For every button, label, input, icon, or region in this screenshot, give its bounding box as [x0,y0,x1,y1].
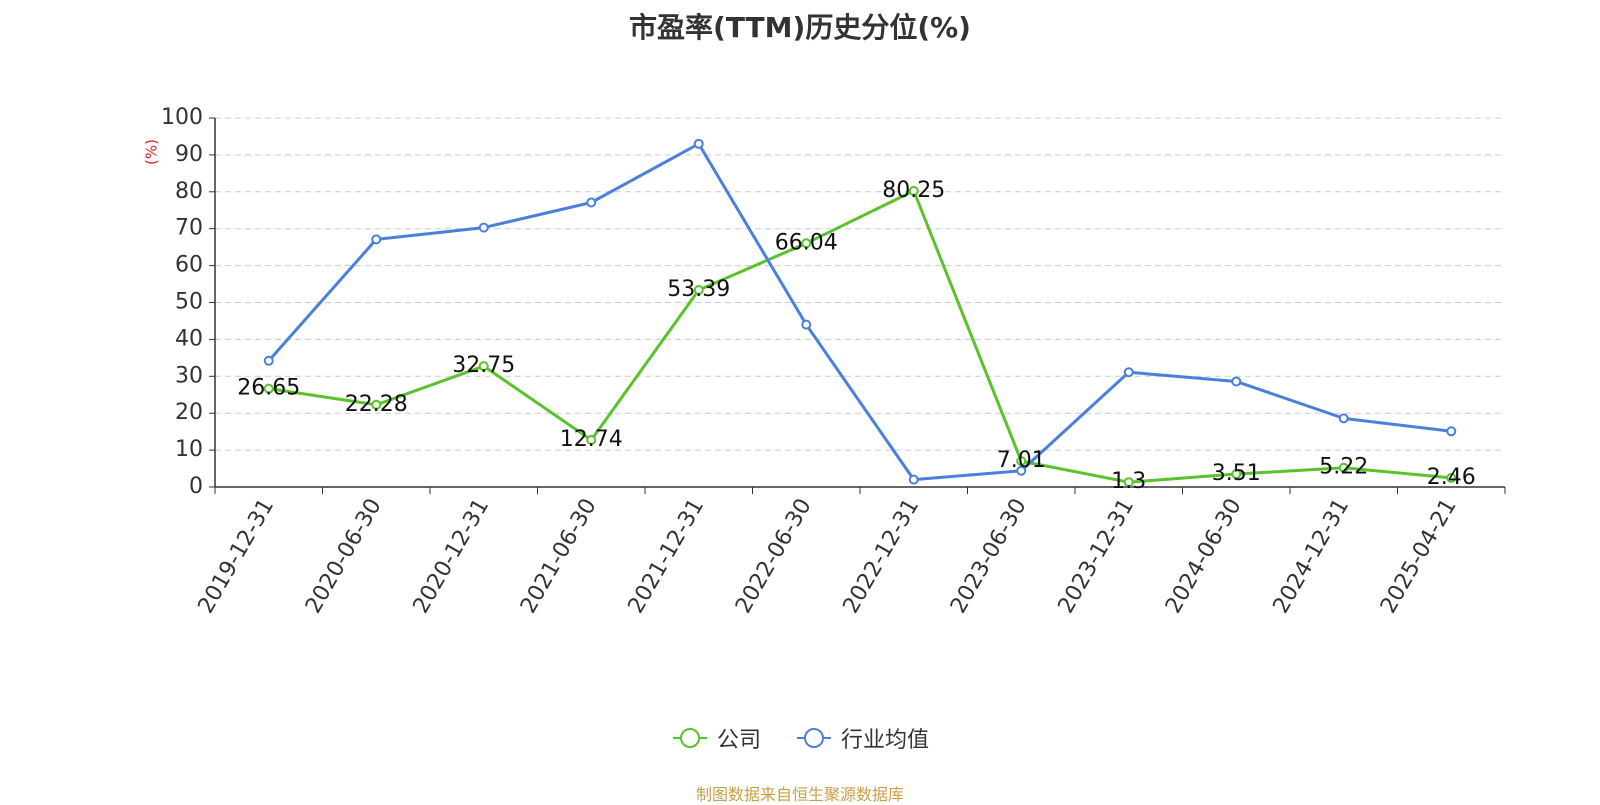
grid [215,117,1505,451]
x-tick-label: 2019-12-31 [194,495,280,618]
y-tick-label: 80 [175,179,203,204]
data-point [801,238,812,249]
data-point [1446,472,1457,483]
data-point [693,284,704,295]
data-point [478,222,489,233]
data-label: 53.39 [667,277,730,302]
data-point [693,138,704,149]
data-point [908,474,919,485]
data-point [1446,426,1457,437]
y-tick-label: 10 [175,437,203,462]
data-label: 2.46 [1427,465,1476,490]
data-point [263,383,274,394]
data-point [1231,376,1242,387]
data-point [586,197,597,208]
data-point [263,355,274,366]
y-tick-label: 100 [161,105,203,130]
legend-label: 行业均值 [841,728,930,753]
data-point [1016,456,1027,467]
y-tick-label: 20 [175,400,203,425]
data-point [1123,367,1134,378]
x-tick-label: 2025-04-21 [1376,495,1462,618]
data-label: 22.28 [345,392,408,417]
data-point [371,234,382,245]
data-point [371,399,382,410]
data-point [1338,462,1349,473]
data-point [1123,477,1134,488]
legend: 公司 行业均值 [0,722,1600,754]
series-line-1 [268,189,1452,484]
data-point [1338,413,1349,424]
data-label: 3.51 [1212,461,1261,486]
y-tick-label: 40 [175,326,203,351]
y-tick-label: 30 [175,363,203,388]
data-label: 26.65 [237,376,300,401]
data-labels: 26.65 22.28 32.75 12.74 53.39 66.04 80.25 7.01 1… [237,178,1475,494]
legend-line-marker-icon [797,728,831,748]
legend-line-marker-icon [672,728,707,748]
x-tick-label: 2021-12-31 [624,495,710,618]
x-tick-label: 2021-06-30 [516,495,602,618]
data-label: 12.74 [560,427,623,452]
data-label: 1.3 [1111,469,1146,494]
chart-title: 市盈率(TTM)历史分位(%) [629,11,971,44]
x-tick-label: 2020-06-30 [301,495,387,618]
data-point [586,434,597,445]
data-label: 5.22 [1319,455,1368,480]
data-point [478,361,489,372]
data-point [1016,465,1027,476]
data-label: 7.01 [997,448,1046,473]
x-tick-label: 2024-12-31 [1269,495,1355,618]
x-tick-label: 2023-12-31 [1054,495,1140,618]
y-axis-label: (%) [143,139,161,165]
data-label: 66.04 [775,230,838,255]
y-tick-label: 0 [189,474,203,499]
x-tick-label: 2020-12-31 [409,495,495,618]
data-label: 80.25 [882,178,945,203]
x-tick-label: 2023-06-30 [946,495,1032,618]
data-point [908,185,919,196]
data-label: 32.75 [452,353,515,378]
y-tick-label: 90 [175,142,203,167]
data-source-note: 制图数据来自恒生聚源数据库 [695,785,904,804]
series [263,138,1457,488]
y-tick-label: 50 [175,290,203,315]
legend-item-industry-average[interactable]: 行业均值 [795,722,929,754]
series-line-2 [267,142,1452,482]
x-tick-label: 2022-12-31 [839,495,925,618]
legend-item-company[interactable]: 公司 [671,722,761,754]
data-point [801,319,812,330]
x-tick-label: 2022-06-30 [731,495,817,618]
y-tick-label: 60 [175,253,203,278]
legend-label: 公司 [716,728,761,753]
data-point [1231,469,1242,480]
x-tick-label: 2024-06-30 [1161,495,1247,618]
y-tick-label: 70 [175,216,203,241]
